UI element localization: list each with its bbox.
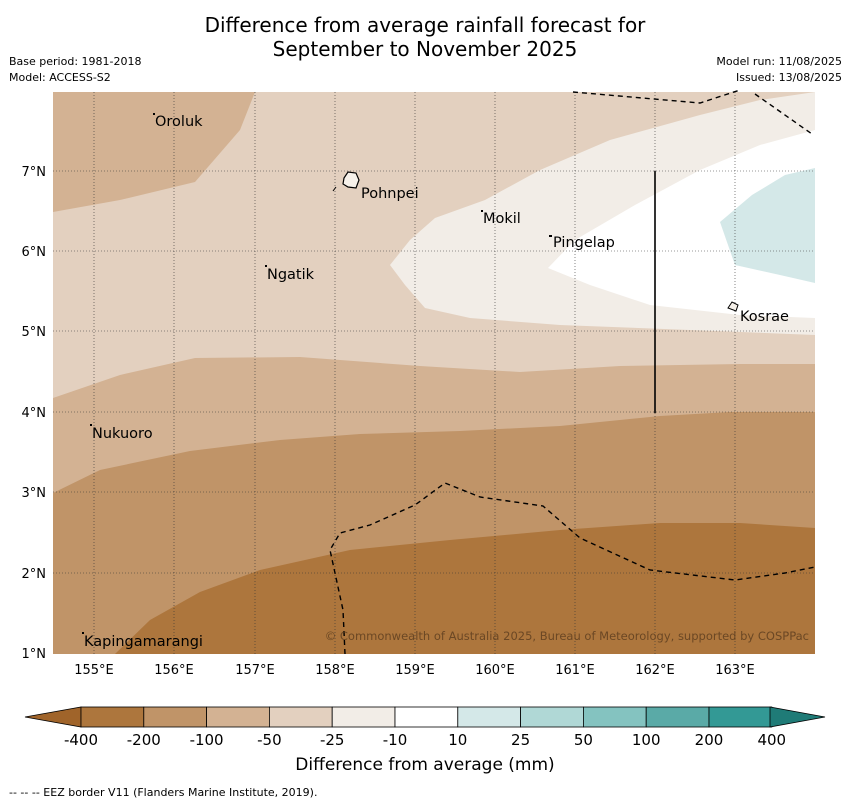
lon-tick-labels: 155°E 156°E 157°E 158°E 159°E 160°E 161°… (74, 663, 755, 678)
lat-tick-5: 5°N (22, 325, 47, 340)
meta-right: Model run: 11/08/2025 Issued: 13/08/2025 (716, 54, 842, 86)
band-minus-10 (548, 130, 815, 318)
colorbar-cell (645, 706, 710, 728)
atoll-markers (82, 113, 552, 634)
colorbar-labels: -400 -200 -100 -50 -25 -10 10 25 50 100 200 400 (64, 731, 786, 749)
lon-tick-163: 163°E (715, 663, 755, 678)
lon-tick-156: 156°E (154, 663, 194, 678)
lat-tick-2: 2°N (22, 567, 47, 582)
lat-tick-4: 4°N (22, 406, 47, 421)
band-minus-100-north (53, 92, 255, 212)
lat-tick-3: 3°N (22, 486, 47, 501)
lat-tick-7: 7°N (22, 165, 47, 180)
band-plus-10 (720, 168, 815, 283)
colorbar-cell (520, 706, 584, 728)
colorbar-title: Difference from average (mm) (295, 755, 555, 775)
colorbar-label: 25 (511, 731, 530, 749)
colorbar-cell (268, 706, 333, 728)
lat-tick-6: 6°N (22, 245, 47, 260)
place-kapingamarangi: Kapingamarangi (84, 634, 203, 650)
colorbar-label: 50 (574, 731, 593, 749)
pohnpei-islet (332, 186, 337, 192)
place-pingelap: Pingelap (553, 235, 615, 251)
pohnpei-island (342, 171, 360, 189)
lon-tick-155: 155°E (74, 663, 114, 678)
title-line-1: Difference from average rainfall forecas… (204, 13, 646, 37)
colorbar-label: -50 (257, 731, 282, 749)
model-run: Model run: 11/08/2025 (716, 55, 842, 68)
band-minus-400 (115, 523, 815, 654)
place-ngatik: Ngatik (267, 267, 315, 283)
lon-tick-158: 158°E (315, 663, 355, 678)
colorbar: -400 -200 -100 -50 -25 -10 10 25 50 100 200 400 (24, 706, 826, 749)
colorbar-label: -10 (383, 731, 408, 749)
colorbar-cell (394, 706, 459, 728)
colorbar-right-arrow (769, 706, 826, 728)
lon-tick-161: 161°E (555, 663, 595, 678)
lon-tick-157: 157°E (235, 663, 275, 678)
issued-date: Issued: 13/08/2025 (735, 71, 842, 84)
place-pohnpei: Pohnpei (361, 186, 419, 202)
place-labels: Oroluk Pohnpei Mokil Pingelap Ngatik Kos… (84, 114, 789, 650)
kosrae-island (727, 301, 739, 312)
copyright-text: © Commonwealth of Australia 2025, Bureau… (325, 629, 809, 643)
colorbar-left-arrow (24, 706, 82, 728)
place-mokil: Mokil (483, 211, 521, 227)
colorbar-cell (708, 706, 773, 728)
place-kosrae: Kosrae (740, 309, 789, 325)
colorbar-label: 400 (757, 731, 786, 749)
eez-border-south (329, 482, 816, 655)
eez-border-northeast (754, 93, 813, 135)
lat-tick-1: 1°N (22, 647, 47, 662)
colorbar-cell (143, 706, 208, 728)
colorbar-label: -200 (127, 731, 161, 749)
colorbar-label: 100 (632, 731, 661, 749)
eez-border-north (572, 89, 741, 104)
colorbar-label: 200 (695, 731, 724, 749)
eez-footnote: -- -- -- EEZ border V11 (Flanders Marine… (9, 786, 318, 799)
base-period: Base period: 1981-2018 (9, 55, 142, 68)
colorbar-label: -400 (64, 731, 98, 749)
eez-borders (329, 89, 816, 655)
colorbar-label: -25 (320, 731, 345, 749)
title-line-2: September to November 2025 (272, 37, 578, 61)
colorbar-cell (457, 706, 521, 728)
colorbar-label: 10 (448, 731, 467, 749)
model-name: Model: ACCESS-S2 (9, 71, 111, 84)
lon-tick-160: 160°E (475, 663, 515, 678)
colorbar-cell (331, 706, 396, 728)
colorbar-cell (80, 706, 145, 728)
lon-tick-159: 159°E (395, 663, 435, 678)
map-title: Difference from average rainfall forecas… (0, 13, 850, 61)
colorbar-cells (80, 706, 773, 728)
colorbar-cell (206, 706, 270, 728)
place-oroluk: Oroluk (155, 114, 203, 130)
map-fill-layers (53, 92, 815, 654)
place-nukuoro: Nukuoro (92, 426, 153, 442)
lat-tick-labels: 7°N 6°N 5°N 4°N 3°N 2°N 1°N (22, 165, 47, 662)
meta-left: Base period: 1981-2018 Model: ACCESS-S2 (9, 54, 141, 86)
colorbar-label: -100 (190, 731, 224, 749)
colorbar-cell (583, 706, 647, 728)
lon-tick-162: 162°E (635, 663, 675, 678)
